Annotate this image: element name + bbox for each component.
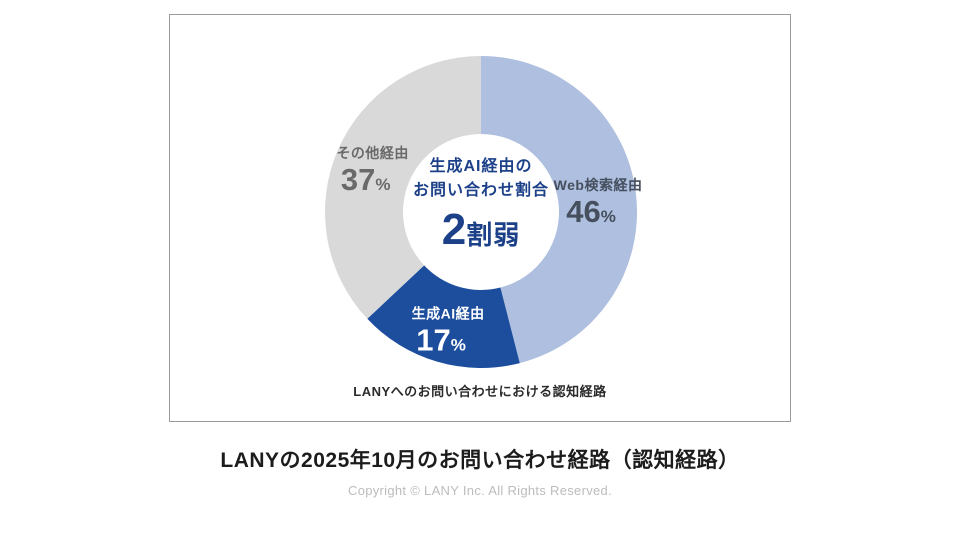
donut-slice-other	[324, 56, 481, 319]
slice-label-generative-ai: 生成AI経由 17%	[412, 305, 485, 357]
center-big-suffix: 割弱	[466, 220, 521, 250]
slice-label-other: その他経由 37%	[336, 145, 409, 197]
center-label-value: 2割弱	[371, 207, 591, 263]
donut-chart: Web検索経由 46% 生成AI経由 17% その他経由 37% 生成AI経由の お問い合…	[170, 15, 790, 387]
donut-slice-web-search	[481, 56, 638, 364]
chart-card: Web検索経由 46% 生成AI経由 17% その他経由 37% 生成AI経由の お問い合…	[169, 14, 791, 422]
donut-center-label: 生成AI経由の お問い合わせ割合 2割弱	[371, 155, 591, 263]
chart-caption: LANYへのお問い合わせにおける認知経路	[353, 384, 607, 399]
slice-label-web-search: Web検索経由 46%	[554, 177, 643, 229]
copyright: Copyright © LANY Inc. All Rights Reserve…	[348, 483, 612, 498]
center-label-line1: 生成AI経由の	[429, 158, 533, 175]
center-big-number: 2	[441, 205, 467, 254]
center-label-line2: お問い合わせ割合	[412, 182, 549, 199]
donut-slice-generative-ai	[367, 265, 520, 369]
donut-svg: Web検索経由 46% 生成AI経由 17% その他経由 37%	[324, 56, 643, 369]
page-title: LANYの2025年10月のお問い合わせ経路（認知経路）	[220, 449, 740, 472]
